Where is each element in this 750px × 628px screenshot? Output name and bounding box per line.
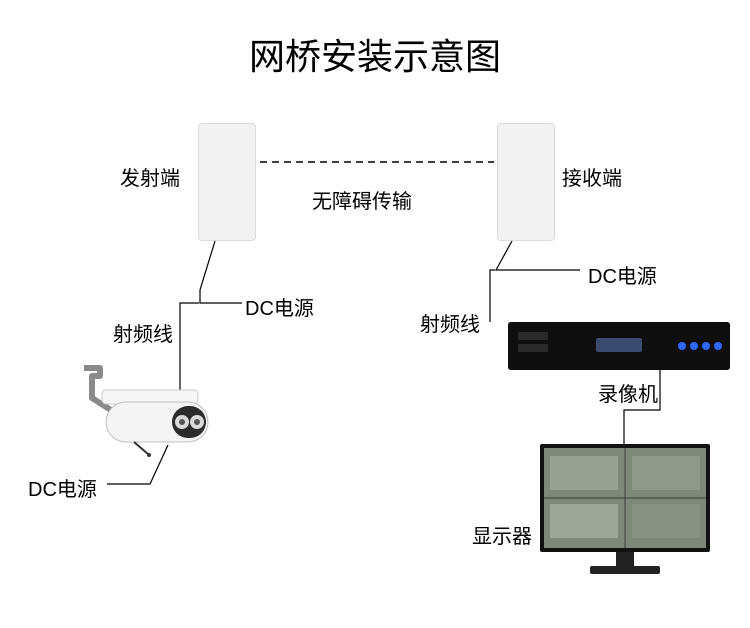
receiver-bridge-icon: [497, 123, 555, 241]
camera-icon: [76, 358, 216, 442]
rx-rf-cable: [490, 270, 495, 322]
camera-dc-power-label: DC电源: [28, 473, 97, 502]
diagram-title: 网桥安装示意图: [0, 28, 750, 80]
rx-rf-label: 射频线: [420, 308, 480, 337]
nvr-label: 录像机: [598, 378, 658, 407]
nvr-icon: [508, 322, 730, 370]
transmitter-bridge-icon: [198, 123, 256, 241]
receiver-label: 接收端: [562, 162, 622, 191]
tx-dc-power-label: DC电源: [245, 292, 314, 321]
wireless-label: 无障碍传输: [312, 185, 412, 214]
tx-dc-cable: [200, 241, 242, 303]
rx-dc-power-label: DC电源: [588, 260, 657, 289]
monitor-icon: [540, 444, 710, 588]
rx-dc-cable: [496, 241, 580, 270]
tx-rf-label: 射频线: [113, 318, 173, 347]
transmitter-label: 发射端: [120, 162, 180, 191]
monitor-label: 显示器: [472, 520, 532, 549]
